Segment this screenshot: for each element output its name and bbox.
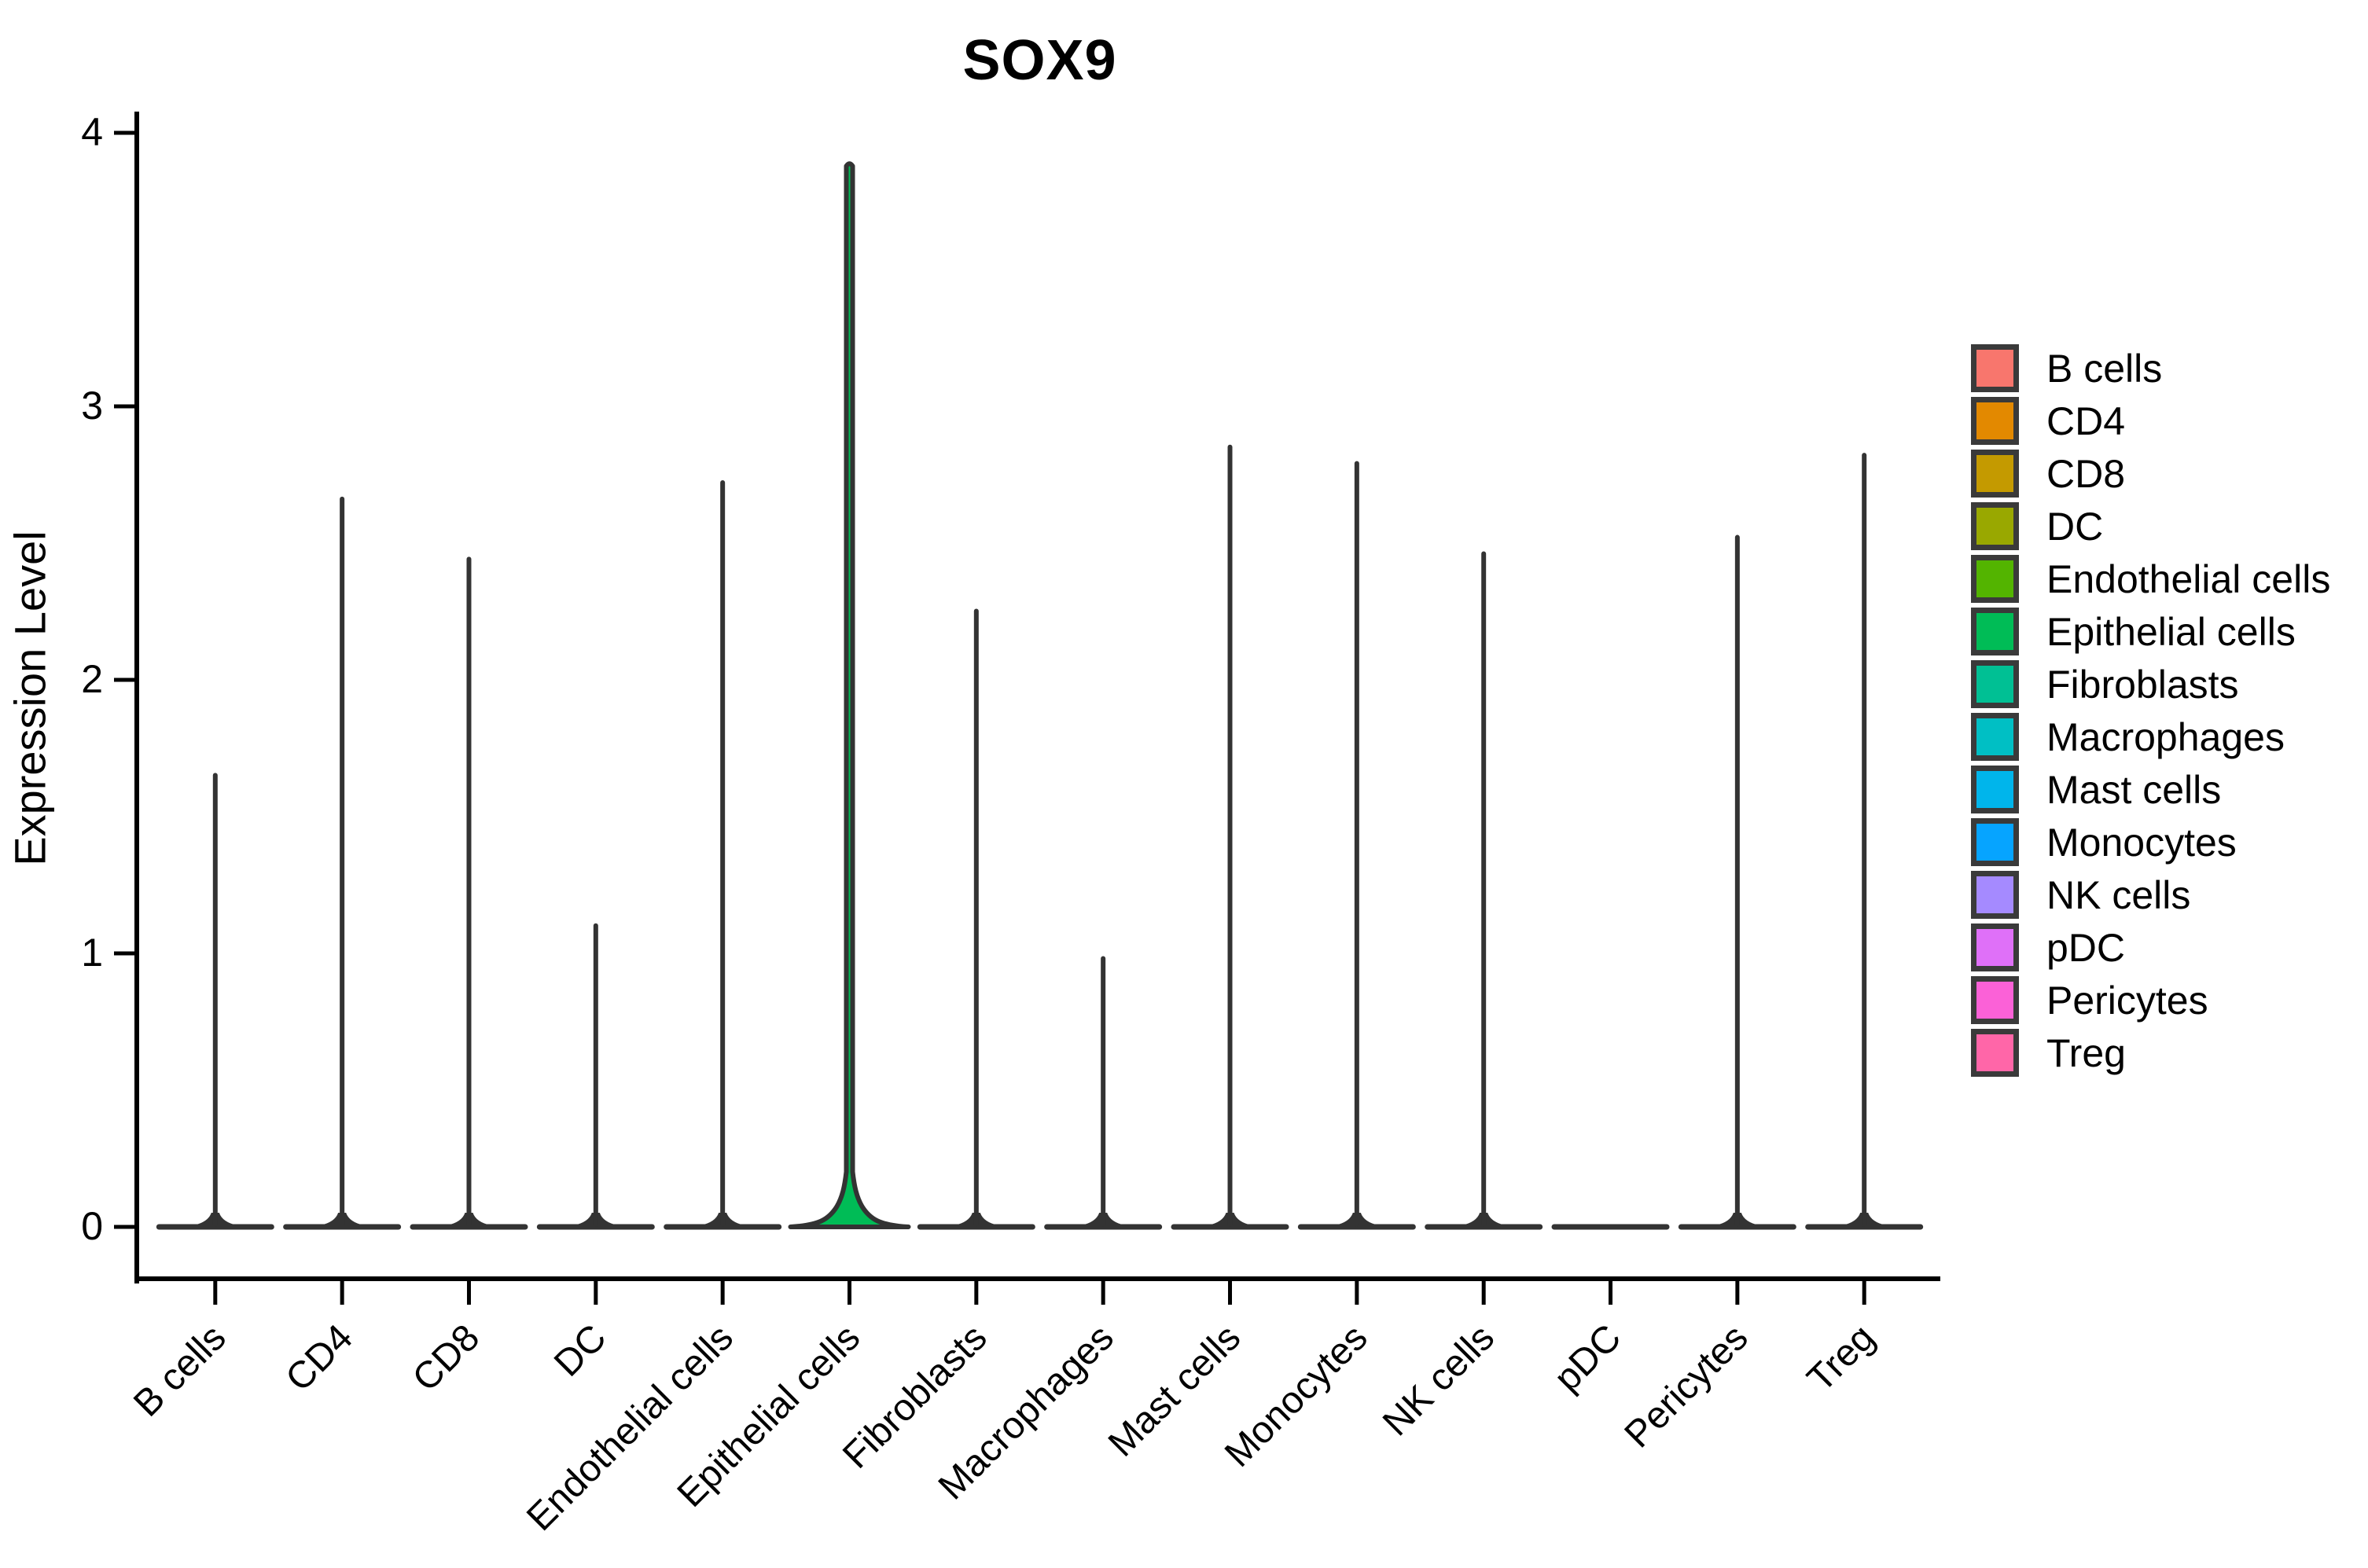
x-tick	[720, 1281, 725, 1305]
legend-swatch-macrophages	[1971, 713, 2019, 761]
x-tick	[1228, 1281, 1233, 1305]
legend-label-mast-cells: Mast cells	[2046, 767, 2222, 812]
y-tick-label: 0	[81, 1204, 103, 1248]
legend-label-treg: Treg	[2046, 1030, 2126, 1075]
legend-swatch-epithelial-cells	[1971, 608, 2019, 655]
x-category-label-cd4: CD4	[278, 1316, 361, 1399]
legend-swatch-pericytes	[1971, 976, 2019, 1024]
violin-base-b-cells	[156, 1224, 274, 1230]
legend-swatch-cd4	[1971, 397, 2019, 445]
x-tick	[213, 1281, 218, 1305]
violin-spike-b-cells	[212, 773, 218, 1227]
x-tick	[1481, 1281, 1486, 1305]
legend-swatch-nk-cells	[1971, 871, 2019, 919]
legend-item-macrophages: Macrophages	[1971, 713, 2330, 761]
x-tick	[1609, 1281, 1613, 1305]
x-tick	[1735, 1281, 1740, 1305]
legend-item-pdc: pDC	[1971, 924, 2330, 971]
violin-epithelial-cells	[788, 161, 911, 1229]
legend-label-cd4: CD4	[2046, 398, 2126, 443]
legend-swatch-endothelial-cells	[1971, 555, 2019, 603]
legend-item-pericytes: Pericytes	[1971, 976, 2330, 1024]
legend-item-endothelial-cells: Endothelial cells	[1971, 555, 2330, 603]
violin-spike-monocytes	[1354, 461, 1359, 1227]
legend-label-pericytes: Pericytes	[2046, 978, 2208, 1023]
y-tick	[114, 404, 134, 409]
violin-spike-dc	[593, 923, 598, 1227]
legend-item-monocytes: Monocytes	[1971, 818, 2330, 866]
y-tick-label: 1	[81, 931, 103, 975]
legend-label-macrophages: Macrophages	[2046, 714, 2285, 759]
x-category-label-cd8: CD8	[405, 1316, 487, 1399]
legend-swatch-monocytes	[1971, 818, 2019, 866]
legend-item-dc: DC	[1971, 502, 2330, 550]
chart-title: SOX9	[962, 29, 1117, 92]
violin-spike-fibroblasts	[973, 608, 979, 1227]
violin-spike-nk-cells	[1481, 551, 1487, 1227]
x-category-label-nk-cells: NK cells	[1375, 1316, 1502, 1444]
x-axis-line	[134, 1276, 1940, 1281]
x-category-label-b-cells: B cells	[126, 1316, 233, 1424]
y-axis-line	[134, 112, 139, 1283]
x-category-label-dc: DC	[546, 1316, 614, 1384]
legend-item-treg: Treg	[1971, 1029, 2330, 1077]
legend-label-epithelial-cells: Epithelial cells	[2046, 609, 2296, 654]
legend-item-cd8: CD8	[1971, 450, 2330, 498]
violin-base-pdc	[1551, 1224, 1670, 1230]
legend: B cells CD4 CD8 DC Endothelial cells Epitheli…	[1971, 344, 2330, 1081]
x-tick	[974, 1281, 979, 1305]
legend-label-b-cells: B cells	[2046, 346, 2163, 391]
legend-swatch-b-cells	[1971, 344, 2019, 392]
legend-item-cd4: CD4	[1971, 397, 2330, 445]
legend-item-fibroblasts: Fibroblasts	[1971, 660, 2330, 708]
violin-spike-treg	[1862, 453, 1867, 1227]
y-tick	[114, 951, 134, 956]
y-tick	[114, 130, 134, 135]
legend-label-cd8: CD8	[2046, 451, 2126, 496]
y-tick-label: 3	[81, 384, 103, 428]
legend-swatch-treg	[1971, 1029, 2019, 1077]
violin-spike-cd8	[466, 556, 472, 1227]
y-tick	[114, 1225, 134, 1229]
violin-spike-endothelial-cells	[720, 479, 726, 1227]
legend-label-pdc: pDC	[2046, 925, 2126, 970]
x-tick	[847, 1281, 851, 1305]
legend-label-endothelial-cells: Endothelial cells	[2046, 556, 2331, 601]
legend-swatch-pdc	[1971, 924, 2019, 971]
legend-swatch-fibroblasts	[1971, 660, 2019, 708]
x-category-label-treg: Treg	[1800, 1316, 1883, 1400]
violin-spike-cd4	[340, 496, 345, 1227]
x-tick	[1101, 1281, 1105, 1305]
legend-item-mast-cells: Mast cells	[1971, 766, 2330, 813]
violin-spike-macrophages	[1101, 956, 1106, 1227]
legend-item-epithelial-cells: Epithelial cells	[1971, 608, 2330, 655]
legend-item-b-cells: B cells	[1971, 344, 2330, 392]
violin-spike-mast-cells	[1227, 444, 1233, 1227]
legend-label-fibroblasts: Fibroblasts	[2046, 662, 2239, 707]
x-tick	[594, 1281, 598, 1305]
legend-swatch-dc	[1971, 502, 2019, 550]
x-tick	[1355, 1281, 1359, 1305]
legend-label-dc: DC	[2046, 504, 2104, 549]
legend-label-monocytes: Monocytes	[2046, 820, 2237, 865]
x-tick	[340, 1281, 344, 1305]
y-tick-label: 4	[81, 110, 103, 154]
violin-spike-pericytes	[1734, 534, 1740, 1227]
legend-swatch-cd8	[1971, 450, 2019, 498]
y-tick	[114, 678, 134, 682]
x-category-label-pdc: pDC	[1546, 1316, 1629, 1399]
legend-label-nk-cells: NK cells	[2046, 872, 2191, 917]
y-tick-label: 2	[81, 657, 103, 701]
x-category-label-pericytes: Pericytes	[1617, 1316, 1756, 1456]
legend-item-nk-cells: NK cells	[1971, 871, 2330, 919]
x-tick	[466, 1281, 471, 1305]
x-tick	[1862, 1281, 1866, 1305]
legend-swatch-mast-cells	[1971, 766, 2019, 813]
